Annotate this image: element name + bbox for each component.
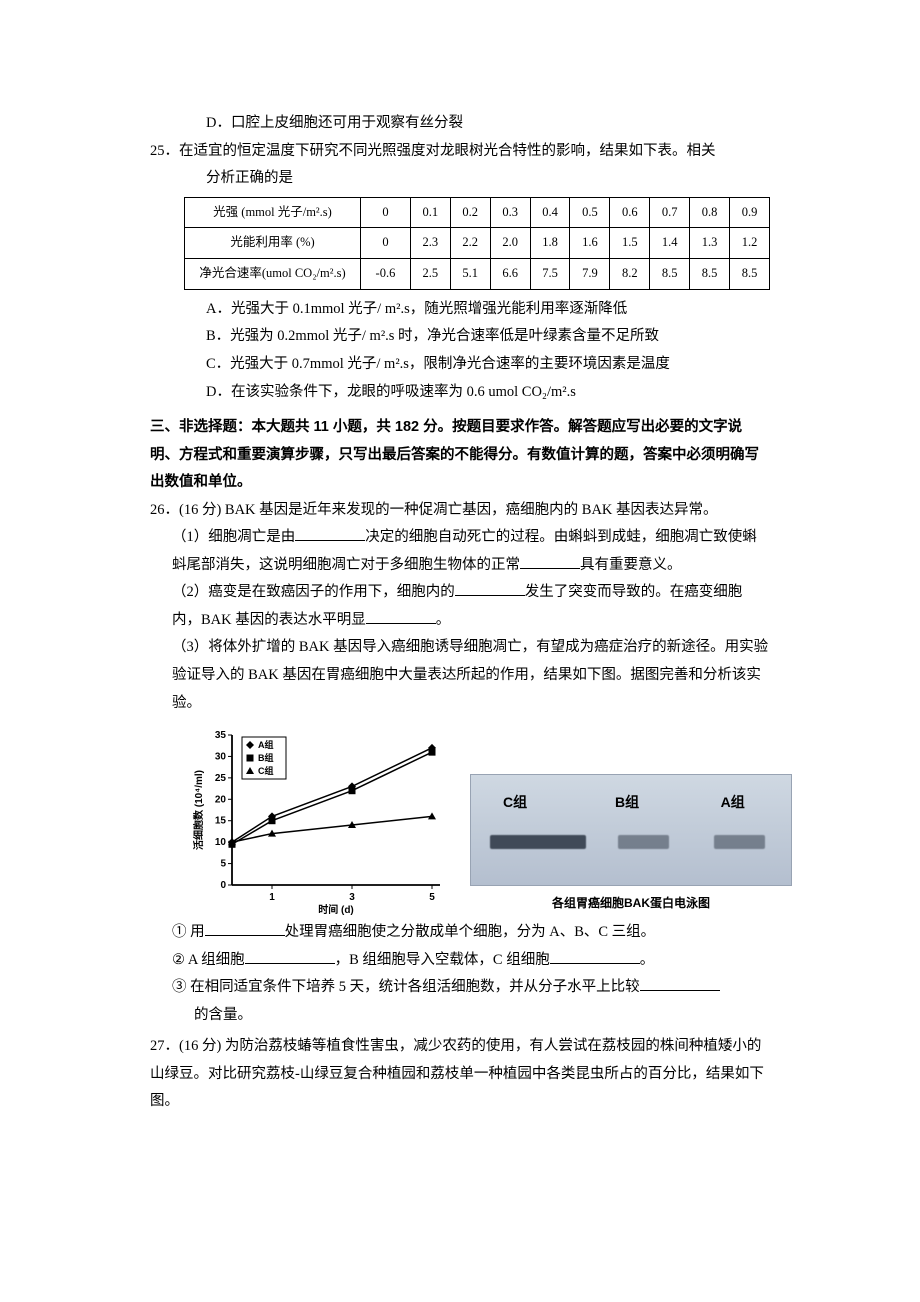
svg-text:10: 10 [215,837,227,848]
q26-p2: （2）癌变是在致癌因子的作用下，细胞内的发生了突变而导致的。在癌变细胞内，BAK… [150,579,770,634]
cell: 0.2 [450,197,490,228]
cell: 8.5 [730,259,770,290]
section-3-title: 三、非选择题：本大题共 11 小题，共 182 分。按题目要求作答。解答题应写出… [150,414,770,497]
q26-gel-caption: 各组胃癌细胞BAK蛋白电泳图 [470,892,792,915]
q26-s3: ③ 在相同适宜条件下培养 5 天，统计各组活细胞数，并从分子水平上比较 的含量。 [150,974,770,1029]
cell: 6.6 [490,259,530,290]
q26-gel-image: C组B组A组 [470,774,792,886]
q25-option-a: A．光强大于 0.1mmol 光子/ m².s，随光照增强光能利用率逐渐降低 [206,296,770,324]
svg-text:5: 5 [220,859,226,870]
svg-text:20: 20 [215,794,227,805]
cell: 0 [361,228,411,259]
blank[interactable] [205,921,285,937]
cell: 1.6 [570,228,610,259]
cell: 0.1 [410,197,450,228]
q25-stem-line2: 分析正确的是 [150,165,770,193]
cell: 1.8 [530,228,570,259]
svg-text:1: 1 [269,892,275,903]
cell: 2.3 [410,228,450,259]
svg-text:时间 (d): 时间 (d) [318,903,354,915]
cell: 2.0 [490,228,530,259]
q25-option-c: C．光强大于 0.7mmol 光子/ m².s，限制净光合速率的主要环境因素是温… [206,351,770,379]
blank[interactable] [245,948,335,964]
cell: 7.5 [530,259,570,290]
q26-figure-row: 05101520253035135时间 (d)活细胞数 (10⁴/ml)A组B组… [190,725,770,915]
text: 。 [640,952,655,968]
text: ，B 组细胞导入空载体，C 组细胞 [335,952,550,968]
cell: 0.3 [490,197,530,228]
svg-text:5: 5 [429,892,435,903]
cell: 1.4 [650,228,690,259]
cell: 0.9 [730,197,770,228]
blank[interactable] [295,526,365,542]
q24-option-d: D．口腔上皮细胞还可用于观察有丝分裂 [150,110,770,138]
blank[interactable] [366,608,436,624]
svg-text:A组: A组 [258,739,274,750]
cell: 7.9 [570,259,610,290]
svg-text:3: 3 [349,892,355,903]
svg-text:C组: C组 [258,765,274,776]
blank[interactable] [455,581,525,597]
q26-line-chart: 05101520253035135时间 (d)活细胞数 (10⁴/ml)A组B组… [190,725,450,915]
row-header: 光能利用率 (%) [185,228,361,259]
svg-text:0: 0 [220,880,226,891]
cell: 1.5 [610,228,650,259]
text: ③ 在相同适宜条件下培养 5 天，统计各组活细胞数，并从分子水平上比较 [172,979,640,995]
cell: 5.1 [450,259,490,290]
text: 具有重要意义。 [580,557,682,573]
q25-table-wrap: 光强 (mmol 光子/m².s) 0 0.1 0.2 0.3 0.4 0.5 … [150,197,770,290]
svg-text:30: 30 [215,752,227,763]
table-row: 净光合速率(umol CO₂/m².s) -0.6 2.5 5.1 6.6 7.… [185,259,770,290]
q27-title: 27．(16 分) 为防治荔枝蝽等植食性害虫，减少农药的使用，有人尝试在荔枝园的… [150,1033,770,1116]
text: 。 [436,612,451,628]
table-row: 光能利用率 (%) 0 2.3 2.2 2.0 1.8 1.6 1.5 1.4 … [185,228,770,259]
cell: 8.5 [690,259,730,290]
cell: 1.3 [690,228,730,259]
cell: 0.8 [690,197,730,228]
row-header: 净光合速率(umol CO₂/m².s) [185,259,361,290]
text: 处理胃癌细胞使之分散成单个细胞，分为 A、B、C 三组。 [285,924,656,940]
blank[interactable] [640,976,720,992]
svg-text:25: 25 [215,773,227,784]
q25-option-b: B．光强为 0.2mmol 光子/ m².s 时，净光合速率低是叶绿素含量不足所… [206,323,770,351]
svg-text:活细胞数 (10⁴/ml): 活细胞数 (10⁴/ml) [192,770,205,850]
q26-p1: （1）细胞凋亡是由决定的细胞自动死亡的过程。由蝌蚪到成蛙，细胞凋亡致使蝌蚪尾部消… [150,524,770,579]
q26-s1: ① 用 处理胃癌细胞使之分散成单个细胞，分为 A、B、C 三组。 [150,919,770,947]
cell: 0.6 [610,197,650,228]
cell: 1.2 [730,228,770,259]
q25-table: 光强 (mmol 光子/m².s) 0 0.1 0.2 0.3 0.4 0.5 … [184,197,770,290]
cell: 0.4 [530,197,570,228]
cell: 2.2 [450,228,490,259]
cell: 0.7 [650,197,690,228]
q26-s2: ② A 组细胞 ，B 组细胞导入空载体，C 组细胞 。 [150,947,770,975]
cell: 8.5 [650,259,690,290]
blank[interactable] [520,553,580,569]
q25-stem-line1: 25．在适宜的恒定温度下研究不同光照强度对龙眼树光合特性的影响，结果如下表。相关 [150,138,770,166]
text: ① 用 [172,924,205,940]
line-chart-svg: 05101520253035135时间 (d)活细胞数 (10⁴/ml)A组B组… [190,725,450,915]
text: （1）细胞凋亡是由 [172,529,295,545]
cell: 8.2 [610,259,650,290]
q26-p3: （3）将体外扩增的 BAK 基因导入癌细胞诱导细胞凋亡，有望成为癌症治疗的新途径… [150,634,770,717]
svg-text:15: 15 [215,816,227,827]
row-header: 光强 (mmol 光子/m².s) [185,197,361,228]
q25-option-d: D．在该实验条件下，龙眼的呼吸速率为 0.6 umol CO₂/m².s [206,379,770,407]
text: （2）癌变是在致癌因子的作用下，细胞内的 [172,584,455,600]
svg-text:35: 35 [215,730,227,741]
blank[interactable] [550,948,640,964]
table-row: 光强 (mmol 光子/m².s) 0 0.1 0.2 0.3 0.4 0.5 … [185,197,770,228]
page: D．口腔上皮细胞还可用于观察有丝分裂 25．在适宜的恒定温度下研究不同光照强度对… [75,0,845,1196]
cell: 0 [361,197,411,228]
q26-title: 26．(16 分) BAK 基因是近年来发现的一种促凋亡基因，癌细胞内的 BAK… [150,497,770,525]
q25-options: A．光强大于 0.1mmol 光子/ m².s，随光照增强光能利用率逐渐降低 B… [150,296,770,406]
cell: 0.5 [570,197,610,228]
cell: 2.5 [410,259,450,290]
text: 的含量。 [172,1007,252,1023]
cell: -0.6 [361,259,411,290]
svg-text:B组: B组 [258,752,274,763]
q26-gel-wrap: C组B组A组 各组胃癌细胞BAK蛋白电泳图 [470,774,792,915]
text: ② A 组细胞 [172,952,245,968]
